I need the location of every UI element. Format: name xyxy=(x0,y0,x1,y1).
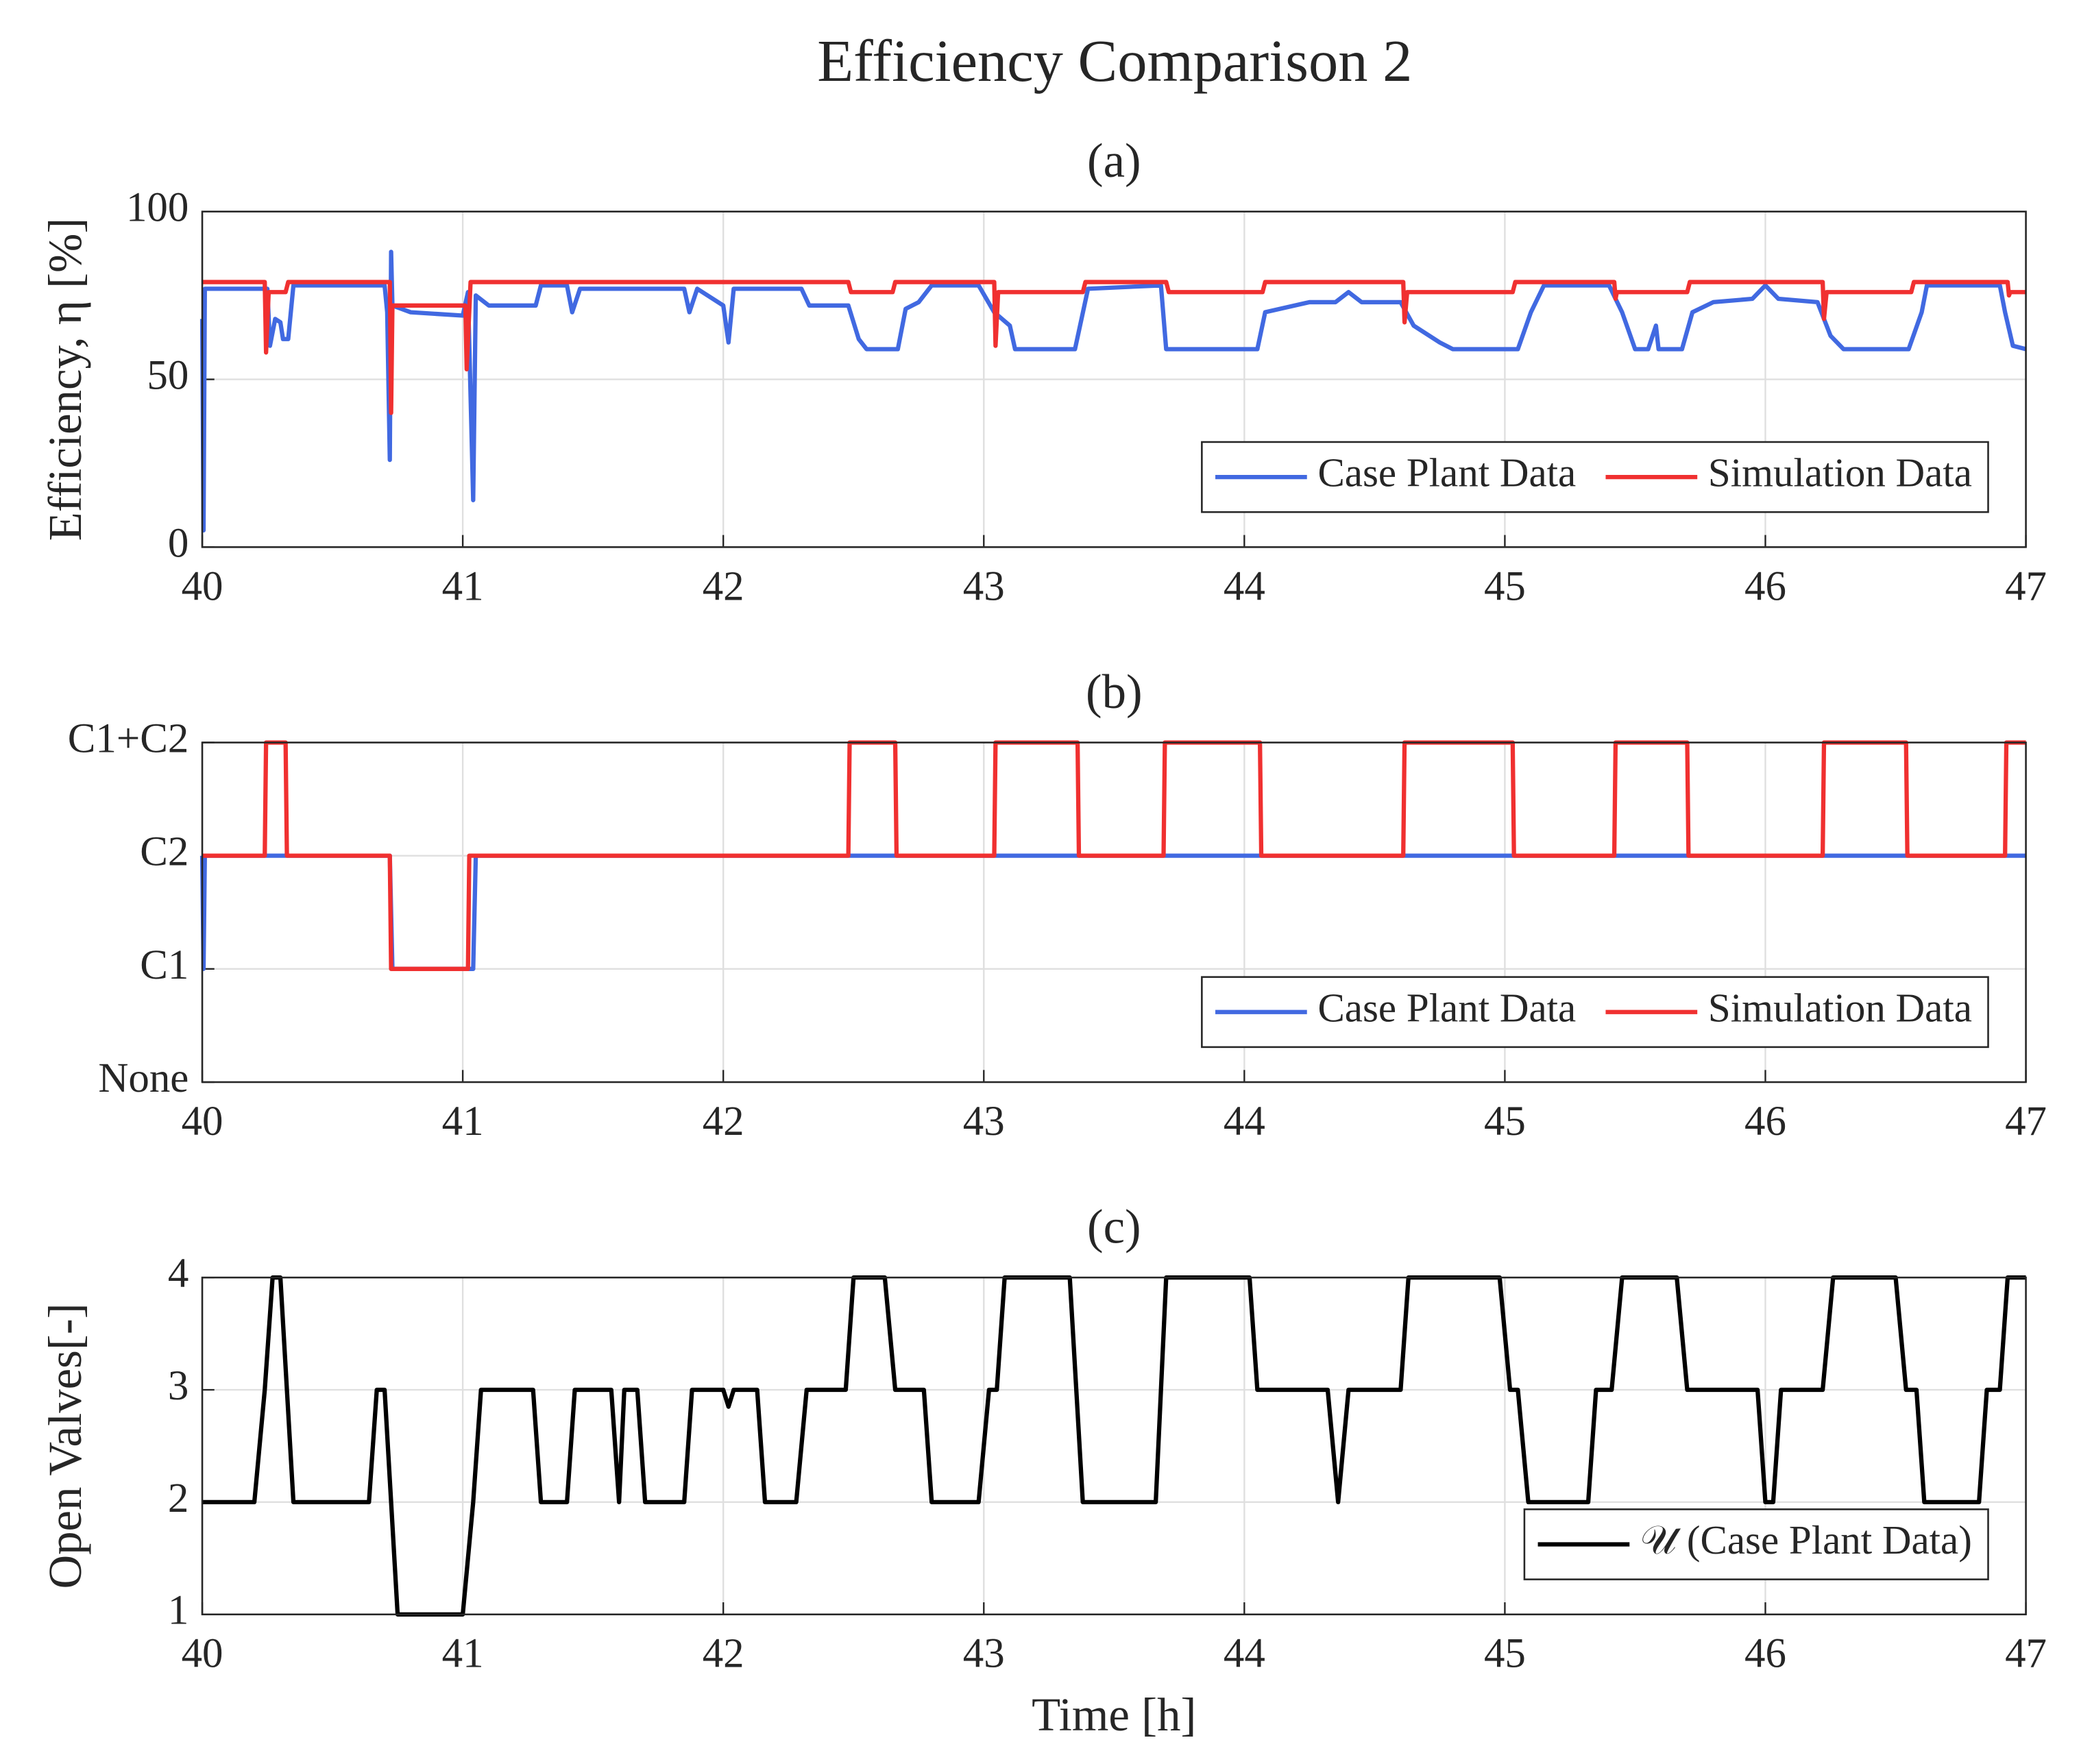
legend-label: Simulation Data xyxy=(1708,985,1972,1030)
y-tick-label: 100 xyxy=(126,185,188,231)
legend-label: Simulation Data xyxy=(1708,450,1972,495)
x-tick-label: 43 xyxy=(963,1631,1005,1677)
figure-title: Efficiency Comparison 2 xyxy=(817,28,1412,94)
x-axis-label: Time [h] xyxy=(1032,1689,1196,1741)
y-tick-label: C1+C2 xyxy=(68,715,189,761)
legend-box xyxy=(1201,441,1989,513)
x-tick-label: 41 xyxy=(442,1099,484,1144)
data-line xyxy=(202,740,2026,971)
x-tick-label: 43 xyxy=(963,563,1005,609)
y-tick-label: 4 xyxy=(168,1251,188,1297)
x-tick-label: 44 xyxy=(1224,1631,1265,1677)
subplot: 40 41 42 43 44 45 46 47 None C1 C2 C1+C2 (b) Case Pla… xyxy=(68,665,2047,1144)
legend-box xyxy=(1201,976,1989,1049)
data-line xyxy=(202,1275,2026,1617)
x-tick-label: 46 xyxy=(1744,563,1786,609)
legend-label: Case Plant Data xyxy=(1317,450,1576,495)
x-tick-label: 40 xyxy=(182,1099,223,1144)
data-line xyxy=(199,853,2026,971)
x-tick-label: 41 xyxy=(442,1631,484,1677)
x-tick-label: 40 xyxy=(182,1631,223,1677)
subplot-title: (b) xyxy=(1086,665,1143,719)
y-axis-label: Open Valves[-] xyxy=(39,1303,91,1589)
data-line xyxy=(199,249,2027,533)
legend: 𝒰 (Case Plant Data) xyxy=(1523,1508,1989,1580)
x-tick-label: 41 xyxy=(442,563,484,609)
axes-frame xyxy=(201,742,2027,1083)
y-tick-label: 3 xyxy=(168,1363,188,1409)
y-tick-label: 0 xyxy=(168,520,188,566)
subplot-title: (c) xyxy=(1087,1201,1141,1254)
x-tick-label: 44 xyxy=(1224,1099,1265,1144)
x-tick-label: 45 xyxy=(1484,1099,1526,1144)
y-tick-label: 1 xyxy=(168,1588,188,1634)
subplot: 40 41 42 43 44 45 46 47 1 2 3 4 (c) Open Valves[-] Tim… xyxy=(39,1201,2047,1741)
axes-frame xyxy=(201,210,2027,548)
y-axis-label: Efficiency, η [%] xyxy=(39,218,91,541)
legend: Case Plant Data Simulation Data xyxy=(1201,441,1989,513)
y-tick-label: None xyxy=(98,1055,188,1101)
legend-label: 𝒰 (Case Plant Data) xyxy=(1640,1517,1972,1563)
subplot-title: (a) xyxy=(1087,134,1141,188)
subplot: 40 41 42 43 44 45 46 47 0 50 100 (a) Efficiency, η [… xyxy=(39,134,2047,609)
y-tick-label: C1 xyxy=(140,942,188,988)
x-tick-label: 42 xyxy=(703,1631,744,1677)
x-tick-label: 42 xyxy=(703,563,744,609)
x-tick-label: 42 xyxy=(703,1099,744,1144)
x-tick-label: 45 xyxy=(1484,563,1526,609)
x-tick-label: 44 xyxy=(1224,563,1265,609)
x-tick-label: 45 xyxy=(1484,1631,1526,1677)
x-tick-label: 40 xyxy=(182,563,223,609)
y-tick-label: C2 xyxy=(140,829,188,875)
y-tick-label: 50 xyxy=(147,353,188,399)
x-tick-label: 47 xyxy=(2005,563,2047,609)
axes-frame xyxy=(201,1276,2027,1616)
x-tick-label: 47 xyxy=(2005,1631,2047,1677)
x-tick-label: 46 xyxy=(1744,1631,1786,1677)
x-tick-label: 43 xyxy=(963,1099,1005,1144)
legend: Case Plant Data Simulation Data xyxy=(1201,976,1989,1049)
data-line xyxy=(202,280,2026,415)
legend-label: Case Plant Data xyxy=(1317,985,1576,1030)
x-tick-label: 46 xyxy=(1744,1099,1786,1144)
y-tick-label: 2 xyxy=(168,1475,188,1521)
x-tick-label: 47 xyxy=(2005,1099,2047,1144)
